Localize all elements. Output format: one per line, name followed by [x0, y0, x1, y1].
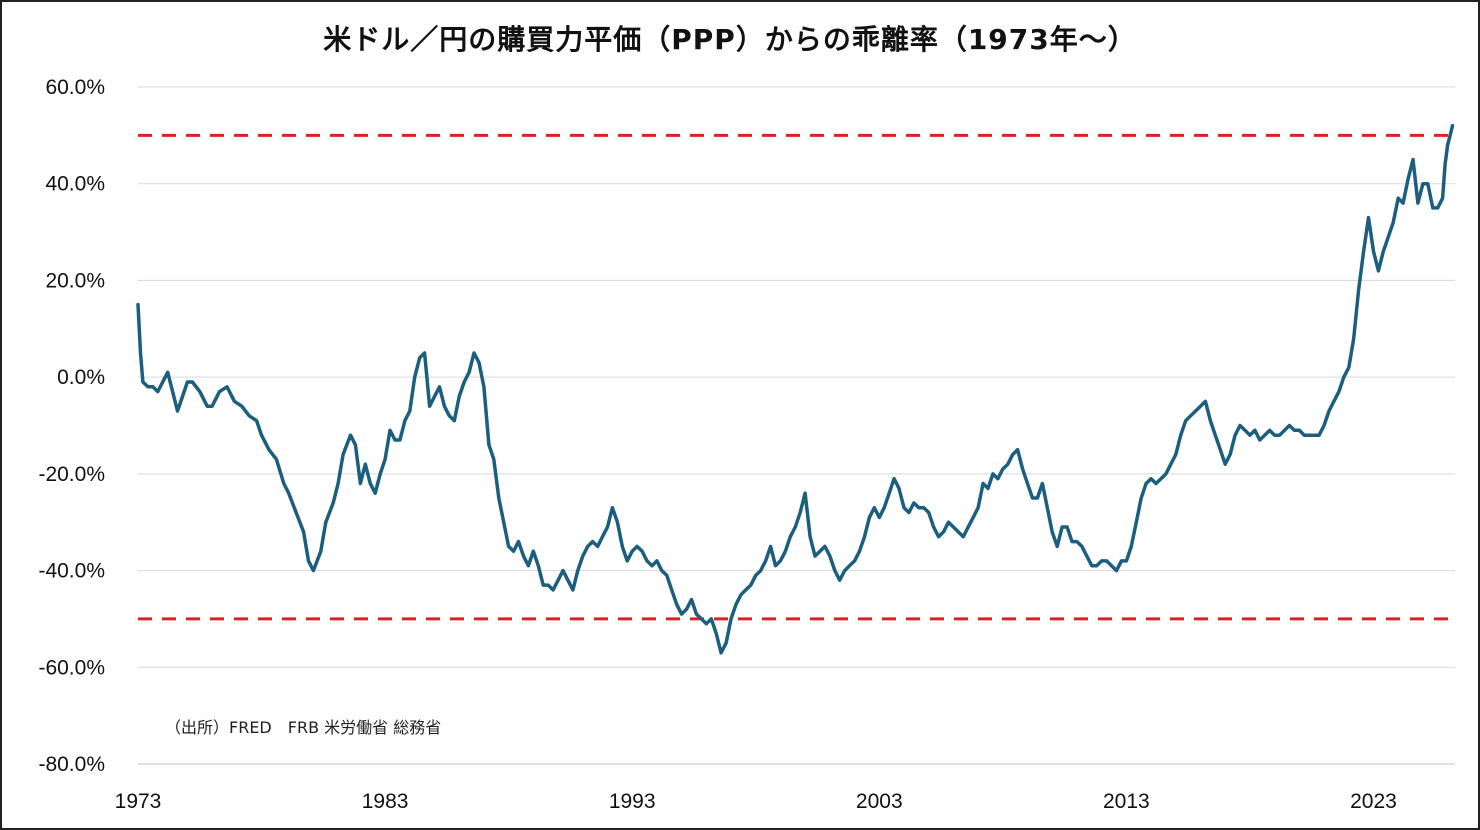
chart-title: 米ドル／円の購買力平価（PPP）からの乖離率（1973年〜）	[323, 23, 1137, 56]
y-tick-label: -60.0%	[38, 656, 105, 679]
source-note: （出所）FRED FRB 米労働省 総務省	[165, 718, 441, 737]
y-tick-label: 20.0%	[45, 269, 105, 292]
y-tick-label: -20.0%	[38, 463, 105, 486]
x-tick-label: 1993	[609, 790, 656, 813]
series-line-0	[136, 123, 1455, 655]
x-tick-label: 2013	[1103, 790, 1150, 813]
y-axis-ticks: 60.0% 40.0% 20.0% 0.0% -20.0% -40.0% -60.0% -80…	[38, 76, 105, 776]
reference-lines	[138, 133, 1455, 621]
x-tick-label: 2023	[1350, 790, 1397, 813]
x-axis-ticks: 1973 1983 1993 2003 2013 2023	[115, 790, 1397, 813]
y-tick-label: 60.0%	[45, 76, 105, 99]
x-tick-label: 1973	[115, 790, 162, 813]
x-tick-label: 2003	[856, 790, 903, 813]
x-tick-label: 1983	[362, 790, 409, 813]
series-group	[136, 123, 1455, 655]
y-tick-label: -40.0%	[38, 560, 105, 583]
y-tick-label: 0.0%	[57, 366, 105, 389]
y-tick-label: 40.0%	[45, 173, 105, 196]
y-tick-label: -80.0%	[38, 753, 105, 776]
gridlines	[138, 86, 1455, 765]
